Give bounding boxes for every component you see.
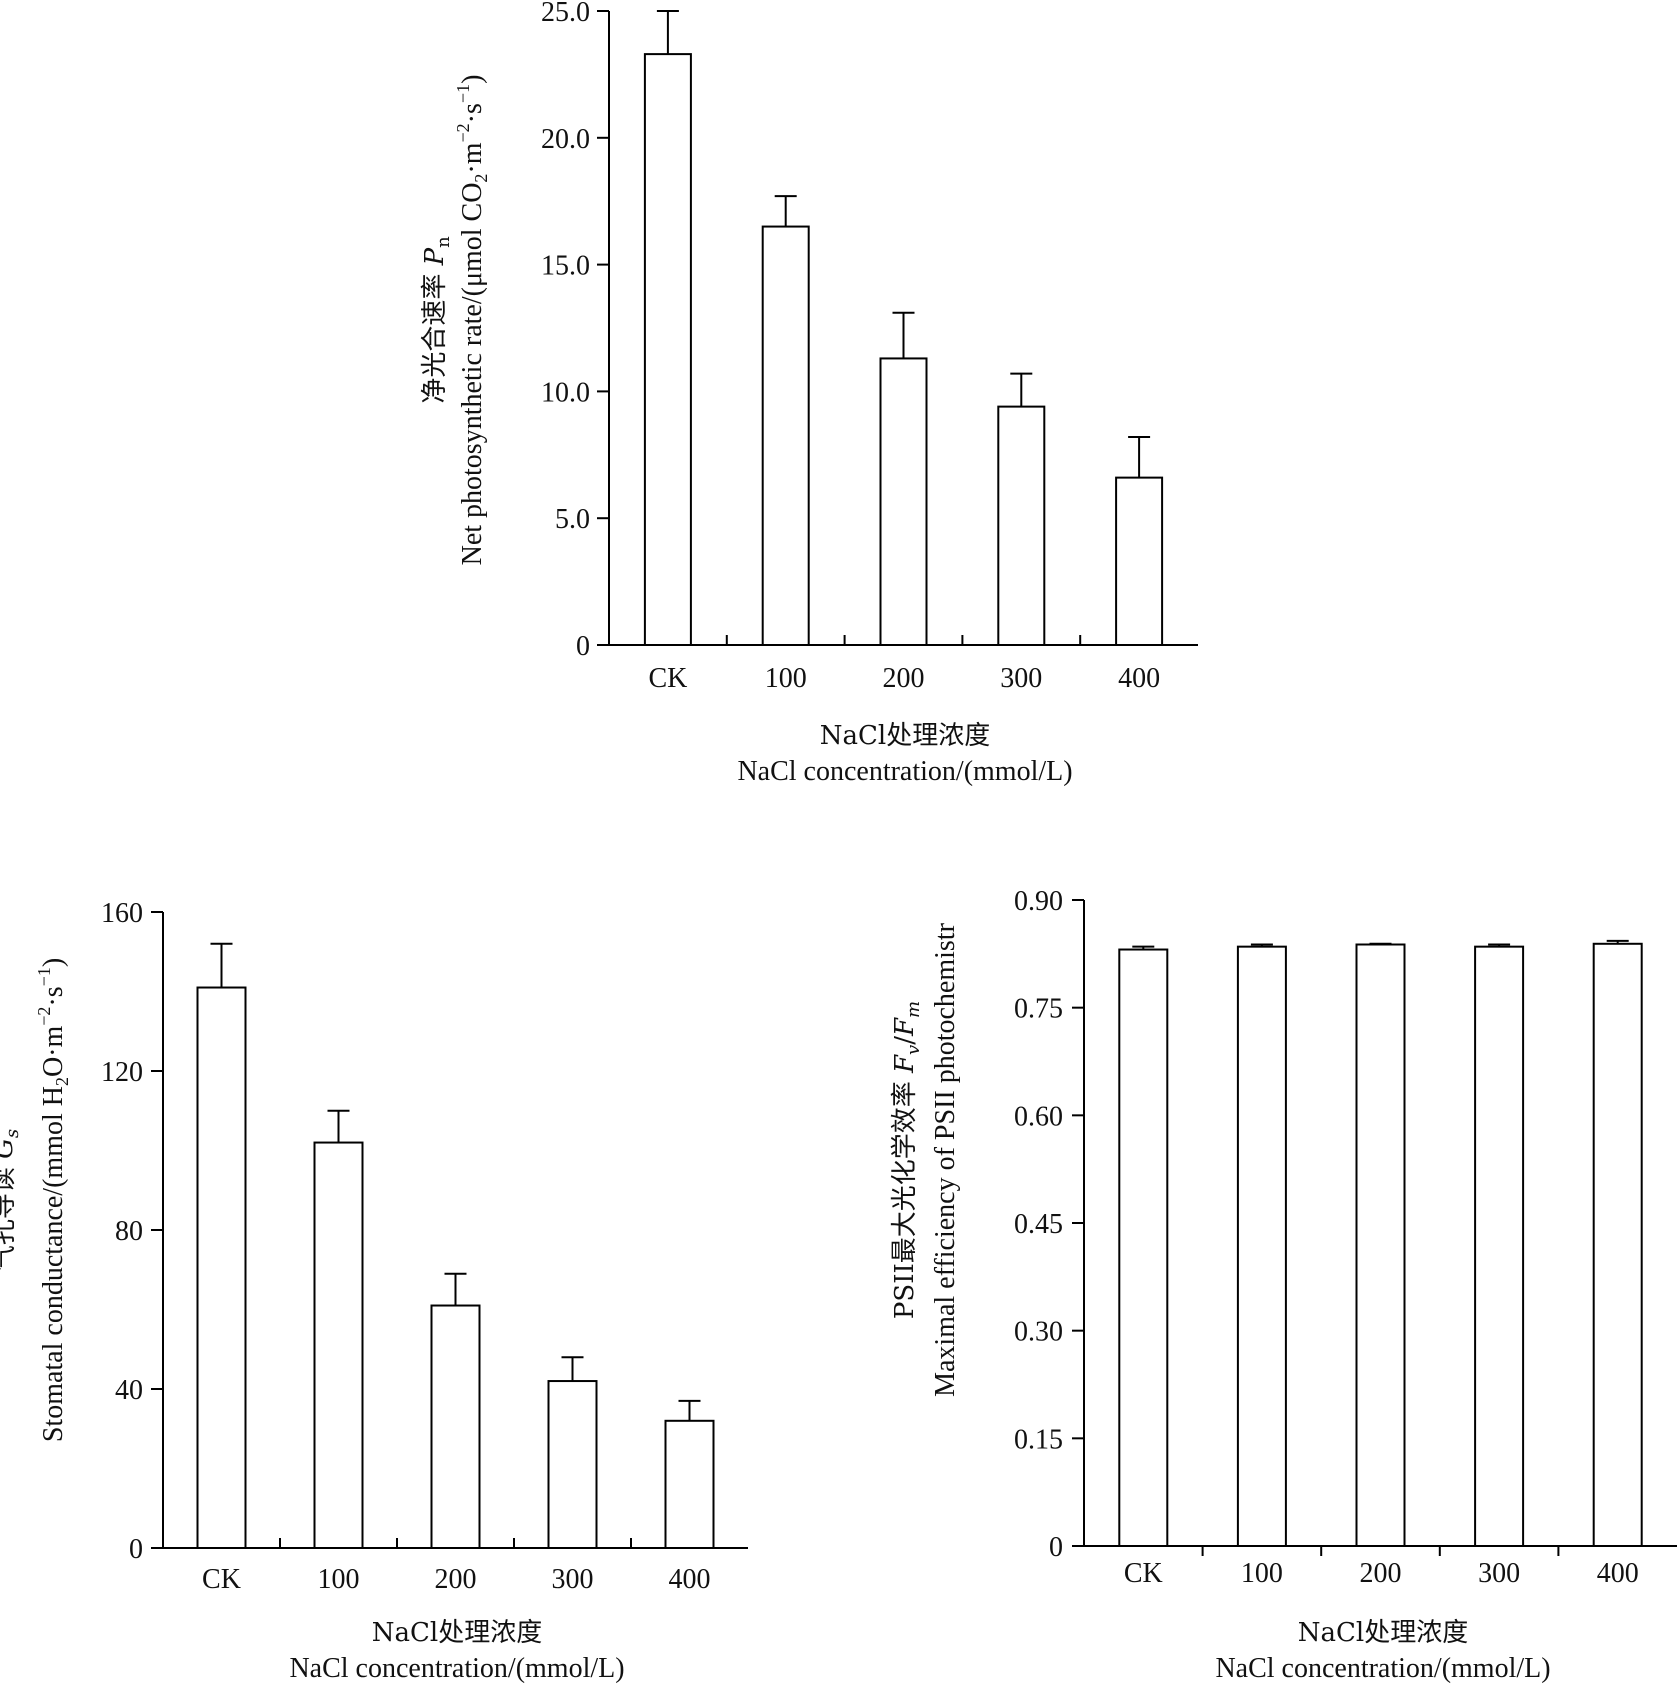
bar [432, 1306, 480, 1548]
x-tick-label: 300 [1000, 663, 1042, 694]
x-tick-label: 400 [1118, 663, 1160, 694]
y-axis-title-en: Stomatal conductance/(mmol H2O·m−2·s−1) [34, 958, 72, 1442]
y-tick-label: 5.0 [555, 504, 590, 535]
bar [881, 358, 927, 645]
bar [645, 54, 691, 645]
x-axis-title-en: NaCl concentration/(mmol/L) [737, 756, 1072, 787]
y-axis-title-cn: PSII最大光化学效率 Fv/Fm [890, 1001, 924, 1319]
x-axis-title-en: NaCl concentration/(mmol/L) [1215, 1653, 1550, 1684]
bar [998, 407, 1044, 645]
y-tick-label: 10.0 [541, 377, 590, 408]
x-tick-label: CK [202, 1564, 241, 1595]
x-tick-label: 200 [883, 663, 925, 694]
y-tick-label: 15.0 [541, 251, 590, 282]
bar [1594, 944, 1642, 1546]
x-tick-label: 100 [318, 1564, 360, 1595]
y-tick-label: 0.45 [1014, 1209, 1063, 1240]
y-tick-label: 0.90 [1014, 886, 1063, 917]
x-tick-label: CK [1124, 1558, 1163, 1589]
y-tick-label: 0.15 [1014, 1424, 1063, 1455]
bar [763, 227, 809, 645]
bar [1238, 947, 1286, 1546]
bar [1475, 947, 1523, 1546]
bar [315, 1143, 363, 1548]
x-tick-label: 400 [669, 1564, 711, 1595]
y-tick-label: 160 [101, 898, 143, 929]
x-tick-label: 300 [552, 1564, 594, 1595]
bar [1119, 950, 1167, 1546]
chart-marks: 0 5.0 10.0 15.0 20.0 25.0 CK 100 200 300 400 [541, 0, 1198, 694]
chart-marks: 0 40 80 120 160 CK 100 200 300 400 [101, 898, 748, 1595]
y-tick-label: 0 [129, 1534, 143, 1565]
y-axis-title-cn: 气孔导读 Gs [0, 1129, 23, 1271]
y-tick-label: 0.30 [1014, 1317, 1063, 1348]
y-tick-label: 0.60 [1014, 1101, 1063, 1132]
chart-net-photosynthetic-rate: 0 5.0 10.0 15.0 20.0 25.0 CK 100 200 300 400 净光合速率… [420, 0, 1198, 787]
bar [1116, 478, 1162, 645]
chart-stomatal-conductance: 0 40 80 120 160 CK 100 200 300 400 气孔导读 Gs Stomat… [0, 898, 748, 1684]
x-axis-title-en: NaCl concentration/(mmol/L) [289, 1653, 624, 1684]
x-axis-title-cn: NaCl处理浓度 [1298, 1618, 1468, 1648]
bar [1357, 945, 1405, 1546]
y-tick-label: 0.75 [1014, 994, 1063, 1025]
y-tick-label: 0 [1049, 1532, 1063, 1563]
y-tick-label: 120 [101, 1057, 143, 1088]
y-axis-title-en: Net photosynthetic rate/(μmol CO2·m−2·s−… [453, 75, 491, 566]
x-tick-label: 100 [1241, 1558, 1283, 1589]
x-tick-label: 100 [765, 663, 807, 694]
x-tick-label: 200 [435, 1564, 477, 1595]
y-tick-label: 0 [576, 631, 590, 662]
y-tick-label: 20.0 [541, 124, 590, 155]
y-axis-title-cn: 净光合速率 Pn [420, 236, 454, 404]
chart-marks: 0 0.15 0.30 0.45 0.60 0.75 0.90 CK 100 200 300 400 [1014, 886, 1677, 1589]
x-tick-label: 200 [1360, 1558, 1402, 1589]
bar [198, 988, 246, 1548]
x-tick-label: CK [648, 663, 687, 694]
x-axis-title-cn: NaCl处理浓度 [820, 721, 990, 751]
x-tick-label: 400 [1597, 1558, 1639, 1589]
bar [549, 1381, 597, 1548]
y-tick-label: 25.0 [541, 0, 590, 28]
y-tick-label: 40 [115, 1375, 143, 1406]
x-tick-label: 300 [1478, 1558, 1520, 1589]
x-axis-title-cn: NaCl处理浓度 [372, 1618, 542, 1648]
y-axis-title-en: Maximal efficiency of PSII photochemistr [930, 922, 961, 1396]
figure: 05.010.015.020.025.0CK 100 200 300 400 净光合速率… [0, 0, 1677, 1684]
y-tick-label: 80 [115, 1216, 143, 1247]
bar [666, 1421, 714, 1548]
